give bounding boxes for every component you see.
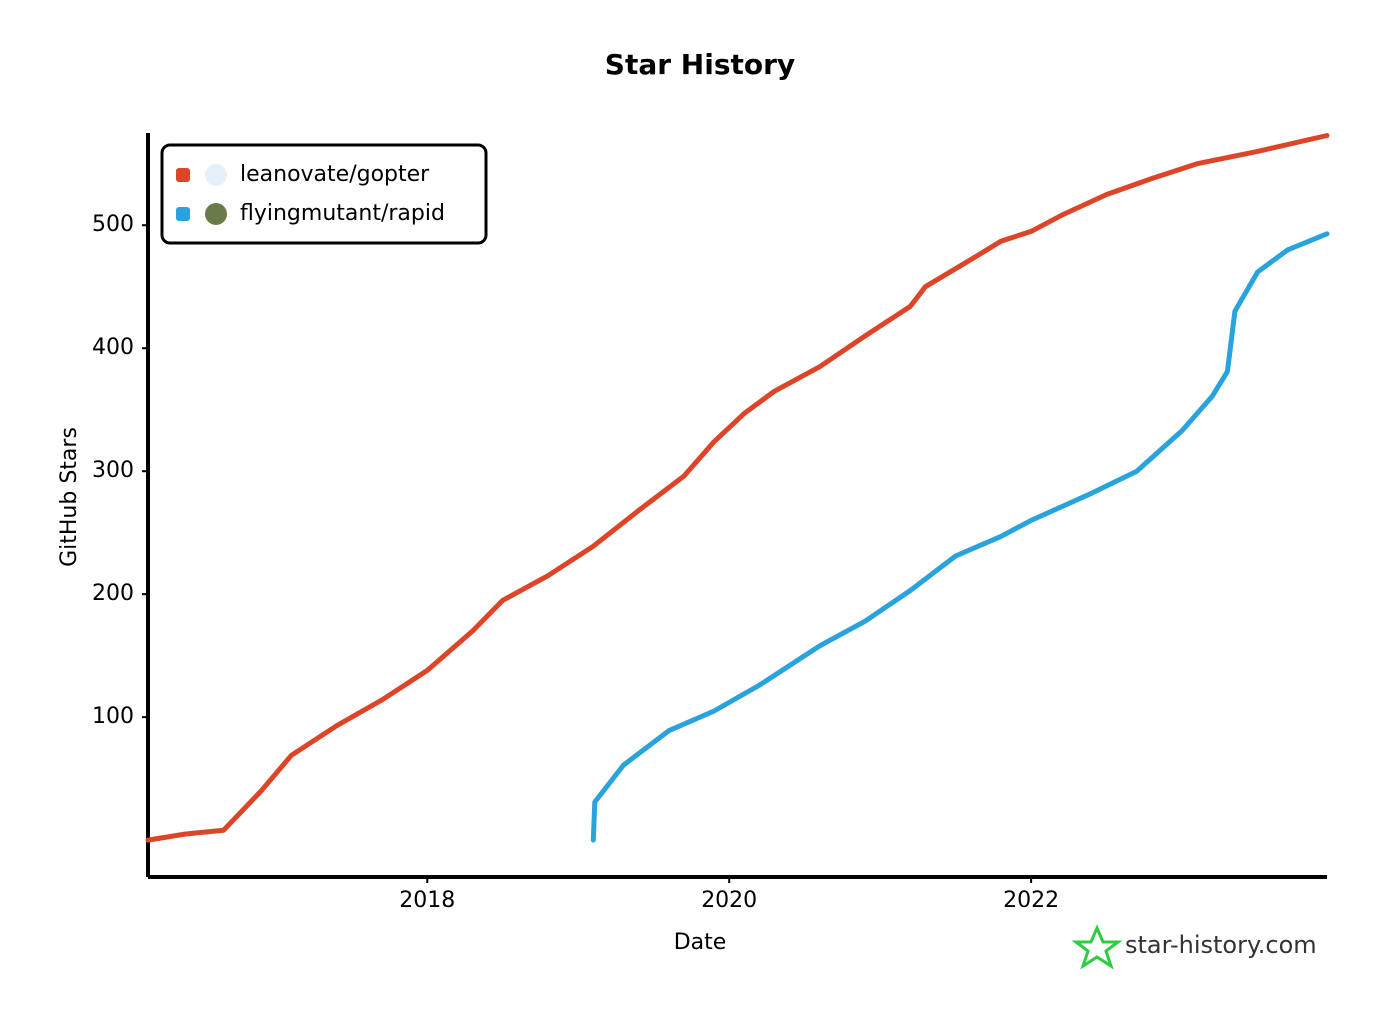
line	[590, 231, 1330, 843]
y-tick-label: 200	[92, 581, 134, 606]
line	[145, 133, 1330, 843]
x-tick-label: 2020	[701, 888, 757, 913]
legend-box	[160, 143, 488, 245]
legend-swatch	[176, 168, 190, 182]
y-axis-label: GitHub Stars	[57, 427, 82, 567]
chart-title: Star History	[605, 48, 795, 81]
y-tick-label: 100	[92, 704, 134, 729]
y-tick-label: 400	[92, 335, 134, 360]
legend-avatar	[205, 203, 227, 225]
x-tick-label: 2022	[1003, 888, 1059, 913]
y-tick-label: 500	[92, 212, 134, 237]
x-axis-label: Date	[674, 930, 727, 955]
legend-label: flyingmutant/rapid	[240, 201, 445, 226]
x-tick-label: 2018	[399, 888, 455, 913]
legend-swatch	[176, 207, 190, 221]
legend-avatar	[205, 164, 227, 186]
legend-label: leanovate/gopter	[240, 162, 430, 187]
watermark: star-history.com	[1125, 931, 1317, 959]
y-tick-label: 300	[92, 458, 134, 483]
watermark-logo	[1071, 924, 1123, 970]
